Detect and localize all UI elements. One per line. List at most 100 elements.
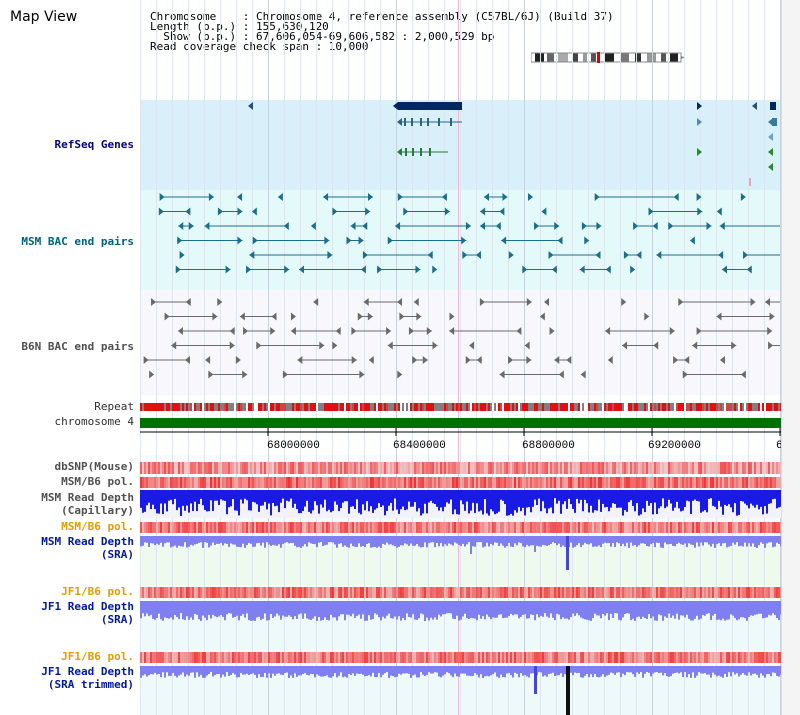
track-label-b6n-bac[interactable]: B6N BAC end pairs: [21, 340, 134, 353]
jf1-pol2-heat: [568, 652, 570, 663]
track-label-msm-pol-2[interactable]: MSM/B6 pol.: [61, 520, 134, 533]
msm-cap-depth: [598, 490, 600, 500]
repeat-segment: [764, 403, 766, 411]
vertical-scroll-area[interactable]: [781, 0, 800, 715]
msm-sra-depth: [500, 536, 502, 544]
jf1-trim-depth: [768, 666, 770, 675]
jf1-trim-depth: [142, 666, 144, 676]
jf1-pol-heat: [574, 587, 576, 598]
msm-pol-heat: [754, 477, 756, 488]
repeat-segment: [490, 403, 492, 411]
msm-bac-end: [595, 251, 601, 259]
jf1-pol-heat: [296, 587, 298, 598]
msm-sra-depth: [474, 536, 476, 547]
jf1-pol2-heat: [670, 652, 672, 663]
jf1-pol2-heat: [538, 652, 540, 663]
chromosome-ideogram[interactable]: [531, 52, 685, 63]
msm-pol2-heat: [498, 522, 500, 533]
repeat-segment: [652, 403, 654, 411]
msm-sra-depth: [600, 536, 602, 548]
msm-sra-depth: [402, 536, 404, 546]
repeat-segment: [272, 403, 274, 411]
dbsnp-heat: [402, 462, 404, 474]
repeat-segment: [562, 403, 564, 411]
jf1-pol2-heat: [698, 652, 700, 663]
track-label-msm-depth-sra[interactable]: MSM Read Depth: [41, 535, 134, 548]
msm-cap-depth: [676, 490, 678, 502]
jf1-pol-heat: [704, 587, 706, 598]
jf1-trim-depth: [672, 666, 674, 674]
msm-pol2-heat: [244, 522, 246, 533]
msm-cap-depth: [750, 490, 752, 504]
track-label-msm-pol-1[interactable]: MSM/B6 pol.: [61, 475, 134, 488]
track-label-jf1-pol-2[interactable]: JF1/B6 pol.: [61, 650, 134, 663]
msm-pol-heat: [176, 477, 178, 488]
msm-cap-depth: [398, 490, 400, 514]
msm-pol-heat: [170, 477, 172, 488]
track-label-jf1-depth-sra[interactable]: JF1 Read Depth: [41, 600, 134, 613]
track-label-refseq[interactable]: RefSeq Genes: [54, 138, 134, 151]
jf1-trim-depth: [676, 666, 678, 673]
track-label-jf1-pol-1[interactable]: JF1/B6 pol.: [61, 585, 134, 598]
msm-pol-heat: [734, 477, 736, 488]
jf1-trim-depth: [578, 666, 580, 673]
msm-sra-depth: [334, 536, 336, 545]
jf1-trim-depth: [240, 666, 242, 673]
jf1-sra-depth: [716, 601, 718, 620]
jf1-trim-depth: [190, 666, 192, 673]
jf1-pol2-heat: [388, 652, 390, 663]
genome-viewer[interactable]: 68000000 68400000 68800000 69200000 6960: [140, 0, 781, 715]
msm-pol2-heat: [666, 522, 668, 533]
track-label-jf1-depth-trim[interactable]: JF1 Read Depth: [41, 665, 134, 678]
jf1-sra-depth: [502, 601, 504, 619]
jf1-sra-depth: [574, 601, 576, 616]
msm-pol2-heat: [528, 522, 530, 533]
msm-bac-end: [441, 193, 447, 201]
msm-cap-depth: [422, 490, 424, 514]
jf1-trim-depth: [274, 666, 276, 676]
track-label-msm-bac[interactable]: MSM BAC end pairs: [21, 235, 134, 248]
track-label-dbsnp[interactable]: dbSNP(Mouse): [54, 460, 134, 473]
jf1-pol2-heat: [566, 652, 568, 663]
repeat-segment: [450, 403, 452, 411]
msm-cap-depth: [184, 490, 186, 511]
msm-sra-depth: [222, 536, 224, 546]
msm-pol2-heat: [514, 522, 516, 533]
track-label-chromosome[interactable]: chromosome 4: [54, 415, 134, 428]
jf1-pol-heat: [622, 587, 624, 598]
msm-bac-end: [480, 207, 486, 216]
msm-pol-heat: [284, 477, 286, 488]
jf1-sra-depth: [278, 601, 280, 616]
msm-pol2-heat: [646, 522, 648, 533]
dbsnp-heat: [656, 462, 658, 474]
msm-cap-depth: [522, 490, 524, 508]
msm-sra-depth: [162, 536, 164, 547]
repeat-segment: [362, 403, 364, 411]
msm-sra-depth: [188, 536, 190, 547]
jf1-sra-depth: [246, 601, 248, 614]
dbsnp-heat: [638, 462, 640, 474]
msm-sra-depth: [274, 536, 276, 546]
msm-sra-depth: [526, 536, 528, 545]
jf1-pol2-heat: [184, 652, 186, 663]
jf1-pol-heat: [372, 587, 374, 598]
msm-sra-depth: [166, 536, 168, 543]
jf1-trim-depth: [742, 666, 744, 673]
msm-cap-depth: [622, 490, 624, 516]
msm-sra-depth: [772, 536, 774, 548]
msm-cap-depth: [714, 490, 716, 507]
track-label-repeat[interactable]: Repeat: [94, 400, 134, 413]
repeat-segment: [596, 403, 598, 411]
jf1-trim-depth: [158, 666, 160, 674]
repeat-segment: [774, 403, 776, 411]
msm-pol-heat: [348, 477, 350, 488]
msm-pol-heat: [308, 477, 310, 488]
jf1-sra-depth: [228, 601, 230, 614]
repeat-segment: [612, 403, 614, 411]
jf1-trim-depth: [466, 666, 468, 676]
track-label-msm-depth-cap[interactable]: MSM Read Depth: [41, 491, 134, 504]
msm-pol2-heat: [226, 522, 228, 533]
jf1-pol2-heat: [518, 652, 520, 663]
msm-pol-heat: [398, 477, 400, 488]
jf1-pol2-heat: [480, 652, 482, 663]
